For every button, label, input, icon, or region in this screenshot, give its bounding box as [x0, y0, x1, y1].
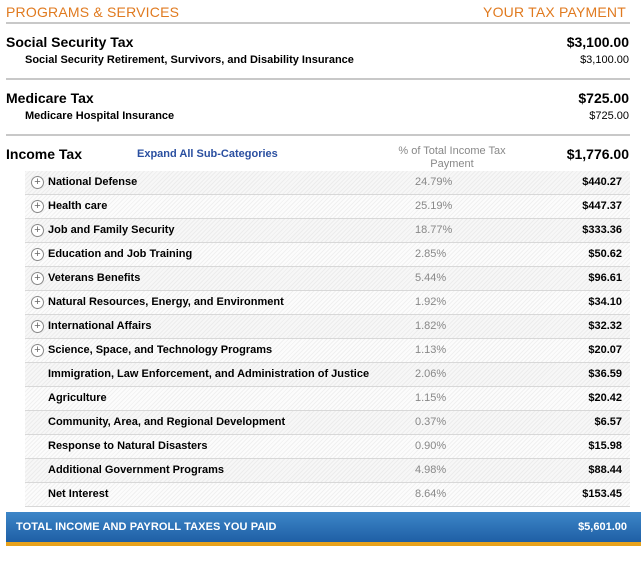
category-value: $447.37 [582, 200, 622, 212]
category-value: $36.59 [588, 368, 622, 380]
category-label[interactable]: Education and Job Training [48, 248, 193, 260]
income-tax-table: + National Defense 24.79% $440.27 + Health ca… [25, 171, 630, 507]
table-row[interactable]: + National Defense 24.79% $440.27 [25, 171, 630, 195]
income-tax-title: Income Tax [6, 146, 82, 162]
category-value: $32.32 [588, 320, 622, 332]
table-row: Agriculture 1.15% $20.42 [25, 387, 630, 411]
category-percent: 8.64% [415, 488, 447, 500]
total-taxes-label: TOTAL INCOME AND PAYROLL TAXES YOU PAID [16, 521, 277, 533]
category-percent: 0.37% [415, 416, 447, 428]
total-taxes-bar: TOTAL INCOME AND PAYROLL TAXES YOU PAID … [6, 512, 641, 546]
programs-services-header: PROGRAMS & SERVICES [6, 4, 180, 20]
your-tax-payment-header: YOUR TAX PAYMENT [483, 4, 626, 20]
category-label: Response to Natural Disasters [48, 440, 208, 452]
category-value: $15.98 [588, 440, 622, 452]
table-row[interactable]: + Education and Job Training 2.85% $50.62 [25, 243, 630, 267]
expand-plus-icon[interactable]: + [31, 272, 44, 285]
category-percent: 2.06% [415, 368, 447, 380]
category-percent: 1.82% [415, 320, 447, 332]
category-label: Immigration, Law Enforcement, and Admini… [48, 368, 370, 380]
category-label[interactable]: Science, Space, and Technology Programs [48, 344, 273, 356]
percent-of-total-header: % of Total Income Tax Payment [398, 145, 506, 170]
divider [6, 78, 630, 80]
table-row[interactable]: + Job and Family Security 18.77% $333.36 [25, 219, 630, 243]
social-security-sub-value: $3,100.00 [580, 54, 629, 66]
table-row: Net Interest 8.64% $153.45 [25, 483, 630, 507]
expand-plus-icon[interactable]: + [31, 320, 44, 333]
total-taxes-value: $5,601.00 [578, 521, 627, 533]
medicare-sub-value: $725.00 [589, 110, 629, 122]
income-tax-total: $1,776.00 [566, 146, 629, 162]
category-value: $153.45 [582, 488, 622, 500]
category-percent: 1.13% [415, 344, 447, 356]
social-security-sub-label: Social Security Retirement, Survivors, a… [25, 54, 354, 66]
category-percent: 18.77% [415, 224, 453, 236]
medicare-total: $725.00 [578, 90, 629, 106]
category-percent: 4.98% [415, 464, 447, 476]
category-label: Additional Government Programs [48, 464, 225, 476]
category-label: Agriculture [48, 392, 107, 404]
category-value: $440.27 [582, 176, 622, 188]
divider [6, 22, 630, 24]
table-row[interactable]: + Natural Resources, Energy, and Environm… [25, 291, 630, 315]
category-label[interactable]: International Affairs [48, 320, 152, 332]
expand-plus-icon[interactable]: + [31, 200, 44, 213]
category-percent: 1.92% [415, 296, 447, 308]
category-label: Community, Area, and Regional Developmen… [48, 416, 286, 428]
category-value: $50.62 [588, 248, 622, 260]
divider [6, 134, 630, 136]
table-row: Additional Government Programs 4.98% $88.4… [25, 459, 630, 483]
expand-plus-icon[interactable]: + [31, 296, 44, 309]
category-percent: 1.15% [415, 392, 447, 404]
category-value: $88.44 [588, 464, 622, 476]
category-percent: 5.44% [415, 272, 447, 284]
table-row: Response to Natural Disasters 0.90% $15.98 [25, 435, 630, 459]
category-label[interactable]: National Defense [48, 176, 138, 188]
social-security-title: Social Security Tax [6, 34, 134, 50]
category-label: Net Interest [48, 488, 109, 500]
column-header-row: PROGRAMS & SERVICES YOUR TAX PAYMENT [0, 0, 641, 24]
category-label[interactable]: Job and Family Security [48, 224, 175, 236]
table-row[interactable]: + International Affairs 1.82% $32.32 [25, 315, 630, 339]
category-percent: 25.19% [415, 200, 453, 212]
category-value: $20.07 [588, 344, 622, 356]
category-label[interactable]: Natural Resources, Energy, and Environme… [48, 296, 284, 308]
category-value: $20.42 [588, 392, 622, 404]
social-security-total: $3,100.00 [566, 34, 629, 50]
category-value: $6.57 [594, 416, 622, 428]
medicare-title: Medicare Tax [6, 90, 94, 106]
table-row[interactable]: + Health care 25.19% $447.37 [25, 195, 630, 219]
expand-all-link[interactable]: Expand All Sub-Categories [137, 148, 278, 160]
medicare-sub-label: Medicare Hospital Insurance [25, 110, 175, 122]
category-label[interactable]: Veterans Benefits [48, 272, 141, 284]
category-value: $96.61 [588, 272, 622, 284]
expand-plus-icon[interactable]: + [31, 176, 44, 189]
category-value: $34.10 [588, 296, 622, 308]
table-row: Community, Area, and Regional Developmen… [25, 411, 630, 435]
category-percent: 24.79% [415, 176, 453, 188]
expand-plus-icon[interactable]: + [31, 344, 44, 357]
table-row: Immigration, Law Enforcement, and Admini… [25, 363, 630, 387]
category-label[interactable]: Health care [48, 200, 108, 212]
expand-plus-icon[interactable]: + [31, 224, 44, 237]
table-row[interactable]: + Science, Space, and Technology Programs… [25, 339, 630, 363]
category-value: $333.36 [582, 224, 622, 236]
table-row[interactable]: + Veterans Benefits 5.44% $96.61 [25, 267, 630, 291]
expand-plus-icon[interactable]: + [31, 248, 44, 261]
category-percent: 0.90% [415, 440, 447, 452]
category-percent: 2.85% [415, 248, 447, 260]
